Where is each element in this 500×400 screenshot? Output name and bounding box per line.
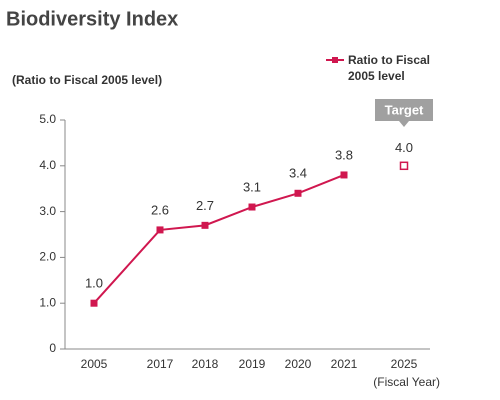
target-badge	[375, 99, 433, 121]
point	[248, 203, 256, 211]
x-axis-label: (Fiscal Year)	[373, 375, 440, 389]
point	[201, 221, 209, 229]
y-tick-label: 3.0	[39, 204, 56, 218]
x-tick-label: 2019	[239, 357, 266, 371]
target-label: Target	[385, 102, 424, 117]
chart-title: Biodiversity Index	[6, 8, 178, 30]
y-tick-label: 1.0	[39, 295, 56, 309]
x-tick-label: 2005	[81, 357, 108, 371]
x-tick-label: 2018	[192, 357, 219, 371]
target-value-label: 4.0	[395, 140, 413, 155]
y-tick-label: 5.0	[39, 112, 56, 126]
y-tick-label: 4.0	[39, 158, 56, 172]
data-label: 3.1	[243, 179, 261, 194]
point	[90, 299, 98, 307]
series-line	[93, 174, 345, 304]
y-axis-label: (Ratio to Fiscal 2005 level)	[12, 73, 162, 87]
data-label: 1.0	[85, 276, 103, 291]
y-tick-label: 2.0	[39, 250, 56, 264]
legend-marker	[332, 57, 338, 63]
legend-label: Ratio to Fiscal 2005 level	[348, 53, 431, 83]
data-label: 2.6	[151, 202, 169, 217]
x-tick-label: 2025	[391, 357, 418, 371]
x-tick-label: 2021	[331, 357, 358, 371]
target-pointer	[399, 121, 409, 127]
target-point	[399, 161, 409, 171]
x-tick-label: 2020	[285, 357, 312, 371]
point	[294, 189, 302, 197]
data-label: 3.4	[289, 166, 307, 181]
point	[156, 226, 164, 234]
data-label: 3.8	[335, 147, 353, 162]
x-tick-label: 2017	[147, 357, 174, 371]
point	[340, 171, 348, 179]
data-label: 2.7	[196, 198, 214, 213]
y-tick-label: 0	[49, 341, 56, 355]
